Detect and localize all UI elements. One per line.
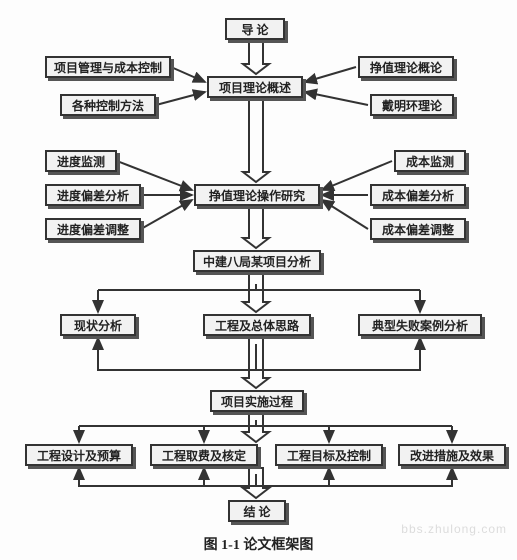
node-n_design: 工程设计及预算 <box>25 444 133 466</box>
node-n_sched_mon: 进度监测 <box>45 150 117 172</box>
node-n_cost_var: 成本偏差分析 <box>370 184 466 206</box>
node-n_intro: 导 论 <box>225 18 285 40</box>
node-n_goal: 工程目标及控制 <box>275 444 383 466</box>
node-n_ctrl_methods: 各种控制方法 <box>60 94 156 116</box>
node-n_proj8: 中建八局某项目分析 <box>193 250 321 272</box>
node-n_impl: 项目实施过程 <box>210 390 304 412</box>
node-n_theory: 项目理论概述 <box>207 76 303 98</box>
node-n_evm: 挣值理论概论 <box>358 56 454 78</box>
node-n_demming: 戴明环理论 <box>370 94 454 116</box>
node-n_conclusion: 结 论 <box>228 500 286 522</box>
node-n_sched_adj: 进度偏差调整 <box>45 218 141 240</box>
node-n_fee: 工程取费及核定 <box>150 444 258 466</box>
flowchart-page: 导 论项目管理与成本控制各种控制方法 项目理论概述 挣值理论概论戴明环理论进度监测进… <box>0 0 517 560</box>
node-n_sched_var: 进度偏差分析 <box>45 184 141 206</box>
node-n_pm_cost: 项目管理与成本控制 <box>45 56 171 78</box>
node-n_cost_adj: 成本偏差调整 <box>370 218 466 240</box>
node-n_engplan: 工程及总体思路 <box>203 314 311 336</box>
figure-caption: 图 1-1 论文框架图 <box>0 534 517 554</box>
node-n_evm_op: 挣值理论操作研究 <box>194 184 320 206</box>
node-n_failcase: 典型失败案例分析 <box>358 314 482 336</box>
node-n_cost_mon: 成本监测 <box>394 150 466 172</box>
node-n_improve: 改进措施及效果 <box>398 444 506 466</box>
node-n_status: 现状分析 <box>60 314 136 336</box>
